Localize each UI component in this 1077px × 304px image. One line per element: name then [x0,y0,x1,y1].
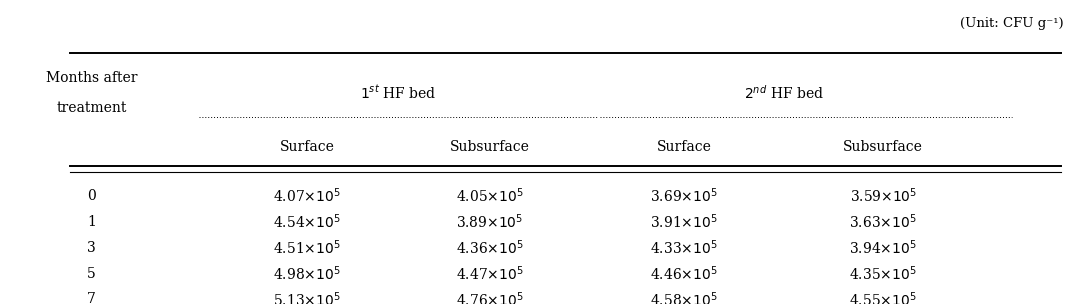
Text: 4.58$\times10^{5}$: 4.58$\times10^{5}$ [651,290,717,304]
Text: 3.63$\times10^{5}$: 3.63$\times10^{5}$ [850,212,917,231]
Text: 4.98$\times10^{5}$: 4.98$\times10^{5}$ [274,264,340,283]
Text: 4.36$\times10^{5}$: 4.36$\times10^{5}$ [457,238,523,257]
Text: 4.05$\times10^{5}$: 4.05$\times10^{5}$ [457,187,523,206]
Text: 3.91$\times10^{5}$: 3.91$\times10^{5}$ [651,212,717,231]
Text: 7: 7 [87,292,96,304]
Text: 4.54$\times10^{5}$: 4.54$\times10^{5}$ [274,212,340,231]
Text: 4.35$\times10^{5}$: 4.35$\times10^{5}$ [850,264,917,283]
Text: 5.13$\times10^{5}$: 5.13$\times10^{5}$ [274,290,340,304]
Text: Subsurface: Subsurface [450,140,530,154]
Text: Surface: Surface [657,140,711,154]
Text: 3.89$\times10^{5}$: 3.89$\times10^{5}$ [457,212,523,231]
Text: 5: 5 [87,267,96,281]
Text: 4.07$\times10^{5}$: 4.07$\times10^{5}$ [274,187,340,206]
Text: 3.59$\times10^{5}$: 3.59$\times10^{5}$ [850,187,917,206]
Text: 0: 0 [87,189,96,203]
Text: 4.55$\times10^{5}$: 4.55$\times10^{5}$ [850,290,917,304]
Text: 4.33$\times10^{5}$: 4.33$\times10^{5}$ [651,238,717,257]
Text: 3: 3 [87,241,96,255]
Text: Surface: Surface [280,140,334,154]
Text: 1: 1 [87,215,96,229]
Text: 4.51$\times10^{5}$: 4.51$\times10^{5}$ [274,238,340,257]
Text: (Unit: CFU g⁻¹): (Unit: CFU g⁻¹) [961,17,1064,30]
Text: 3.69$\times10^{5}$: 3.69$\times10^{5}$ [651,187,717,206]
Text: Subsurface: Subsurface [843,140,923,154]
Text: $2^{nd}$ HF bed: $2^{nd}$ HF bed [744,84,824,102]
Text: 4.47$\times10^{5}$: 4.47$\times10^{5}$ [457,264,523,283]
Text: 3.94$\times10^{5}$: 3.94$\times10^{5}$ [850,238,917,257]
Text: 4.46$\times10^{5}$: 4.46$\times10^{5}$ [651,264,717,283]
Text: treatment: treatment [56,101,127,115]
Text: 4.76$\times10^{5}$: 4.76$\times10^{5}$ [457,290,523,304]
Text: $1^{st}$ HF bed: $1^{st}$ HF bed [361,84,436,102]
Text: Months after: Months after [46,71,137,85]
